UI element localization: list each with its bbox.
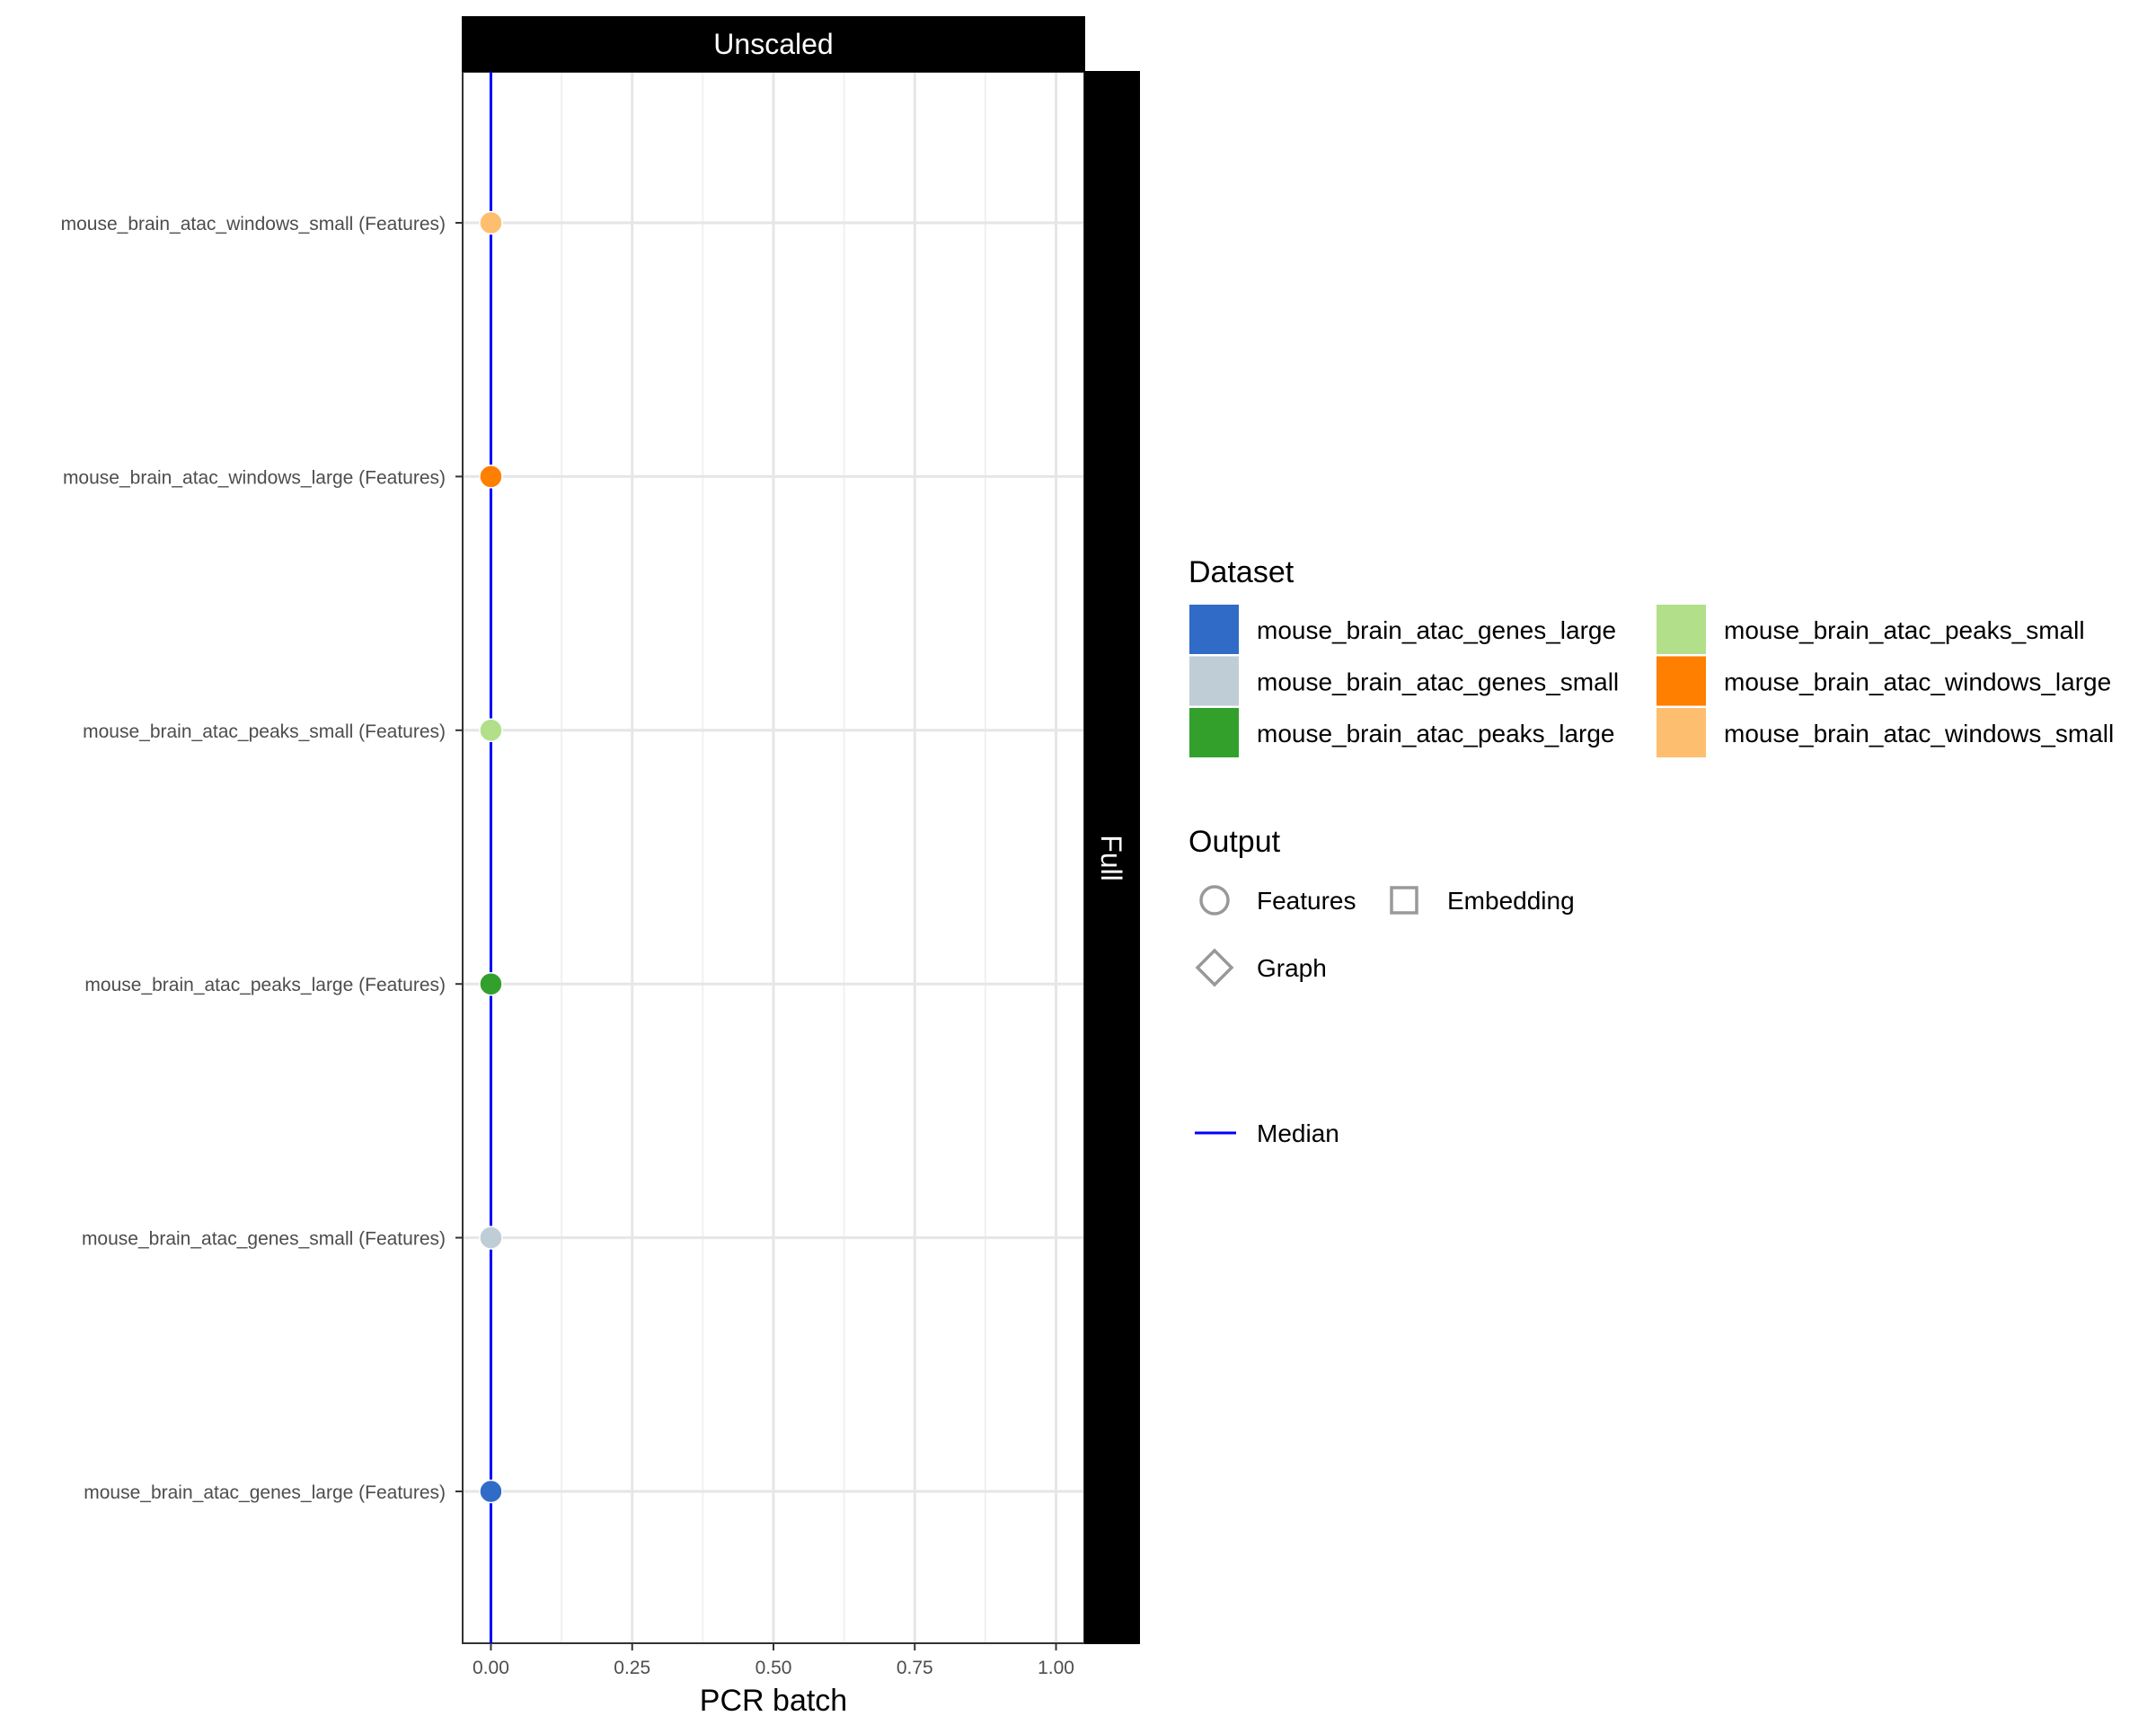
- data-point: [479, 464, 503, 489]
- data-point: [479, 1479, 503, 1504]
- data-point: [479, 1225, 503, 1250]
- legend-dataset-title: Dataset: [1188, 555, 1294, 589]
- side-strip: [1084, 71, 1140, 1644]
- legend-dataset-key: [1188, 654, 1241, 708]
- data-point: [479, 718, 503, 743]
- y-tick-label: mouse_brain_atac_peaks_small (Features): [83, 721, 446, 742]
- legend-dataset-key: [1188, 706, 1241, 759]
- legend-output-label: Features: [1257, 887, 1356, 915]
- legend-median-label: Median: [1257, 1119, 1339, 1147]
- legend-output-label: Embedding: [1447, 887, 1575, 915]
- y-tick-label: mouse_brain_atac_windows_small (Features…: [61, 214, 446, 234]
- legend-dataset-label: mouse_brain_atac_peaks_large: [1257, 720, 1615, 748]
- side-strip-label: Full: [1095, 835, 1127, 881]
- y-tick-label: mouse_brain_atac_genes_small (Features): [82, 1229, 446, 1250]
- legend-dataset-key: [1655, 654, 1708, 708]
- x-axis-ticks: 0.00 0.25 0.50 0.75 1.00: [473, 1643, 1074, 1678]
- legend-dataset-label: mouse_brain_atac_windows_small: [1724, 720, 2114, 748]
- point-layer: [479, 210, 503, 1504]
- x-tick-label: 0.25: [614, 1658, 650, 1678]
- legend-dataset-key: [1655, 706, 1708, 759]
- legend-output-key-square: [1390, 886, 1418, 915]
- x-tick-label: 0.75: [897, 1658, 933, 1678]
- legend-output-title: Output: [1188, 825, 1281, 859]
- legend-dataset-label: mouse_brain_atac_peaks_small: [1724, 616, 2085, 644]
- data-point: [479, 971, 503, 996]
- legend-dataset-label: mouse_brain_atac_genes_large: [1257, 616, 1616, 644]
- y-tick-label: mouse_brain_atac_windows_large (Features…: [63, 467, 446, 488]
- y-tick-label: mouse_brain_atac_genes_large (Features): [84, 1482, 446, 1503]
- legend-outputs: Features Embedding Graph: [1195, 885, 1575, 987]
- x-tick-label: 0.00: [473, 1658, 509, 1678]
- data-point: [479, 210, 503, 235]
- x-tick-label: 0.50: [755, 1658, 792, 1678]
- legend-output-key-circle: [1199, 885, 1230, 916]
- legend-output-key-diamond: [1195, 948, 1234, 987]
- legend-dataset-key: [1188, 603, 1241, 656]
- top-strip: [462, 16, 1085, 72]
- top-strip-label: Unscaled: [713, 28, 833, 60]
- y-axis-ticks: mouse_brain_atac_genes_large (Features) m…: [61, 214, 463, 1503]
- legend-datasets: mouse_brain_atac_genes_large mouse_brain_…: [1188, 603, 2114, 759]
- legend-dataset-label: mouse_brain_atac_genes_small: [1257, 668, 1619, 696]
- x-tick-label: 1.00: [1038, 1658, 1074, 1678]
- legend-output-label: Graph: [1257, 954, 1327, 982]
- legend-dataset-label: mouse_brain_atac_windows_large: [1724, 668, 2111, 696]
- y-tick-label: mouse_brain_atac_peaks_large (Features): [84, 975, 446, 995]
- legend-dataset-key: [1655, 603, 1708, 656]
- x-axis-title: PCR batch: [700, 1684, 847, 1718]
